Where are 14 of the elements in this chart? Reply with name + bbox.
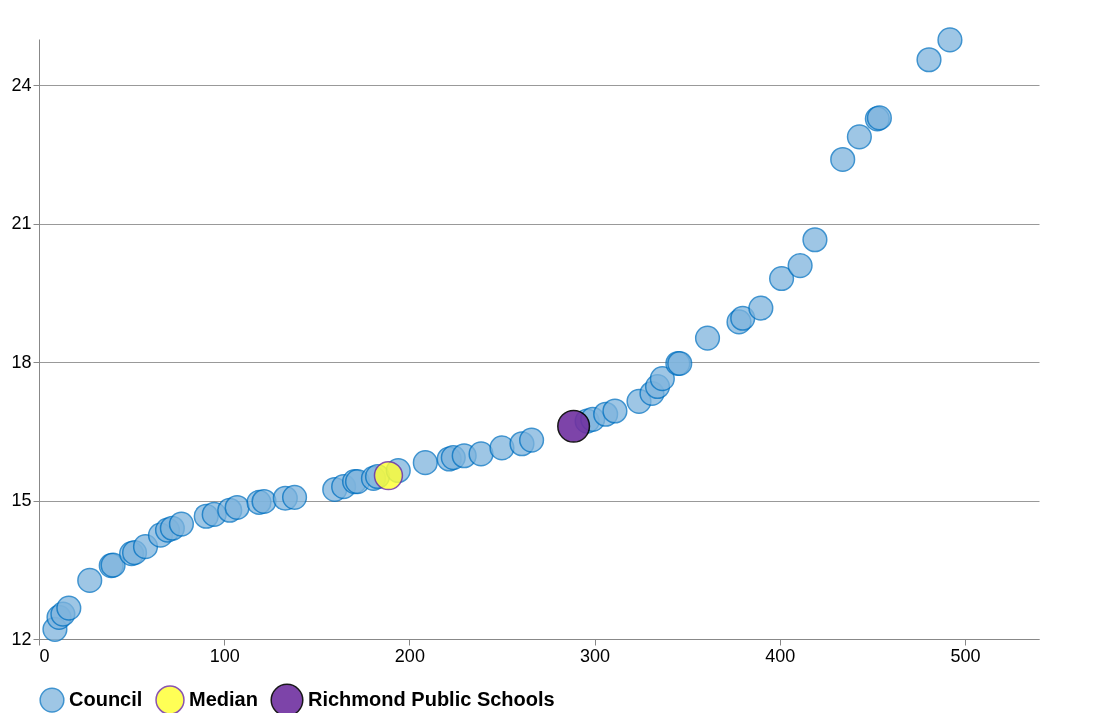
y-tick-label: 15 [11, 490, 32, 511]
x-tick-label: 300 [580, 645, 611, 666]
x-tick-label: 500 [950, 645, 981, 666]
legend-label: Council [69, 688, 143, 711]
x-tick-label: 0 [39, 645, 50, 666]
legend-label: Median [189, 688, 258, 711]
y-tick-label: 18 [11, 351, 32, 372]
y-tick-label: 24 [11, 74, 32, 95]
y-tick-label: 12 [11, 628, 32, 649]
x-tick-label: 100 [209, 645, 240, 666]
x-tick-label: 400 [765, 645, 796, 666]
y-tick-label: 21 [11, 213, 32, 234]
x-tick-label: 200 [394, 645, 425, 666]
legend-label: Richmond Public Schools [308, 688, 555, 711]
